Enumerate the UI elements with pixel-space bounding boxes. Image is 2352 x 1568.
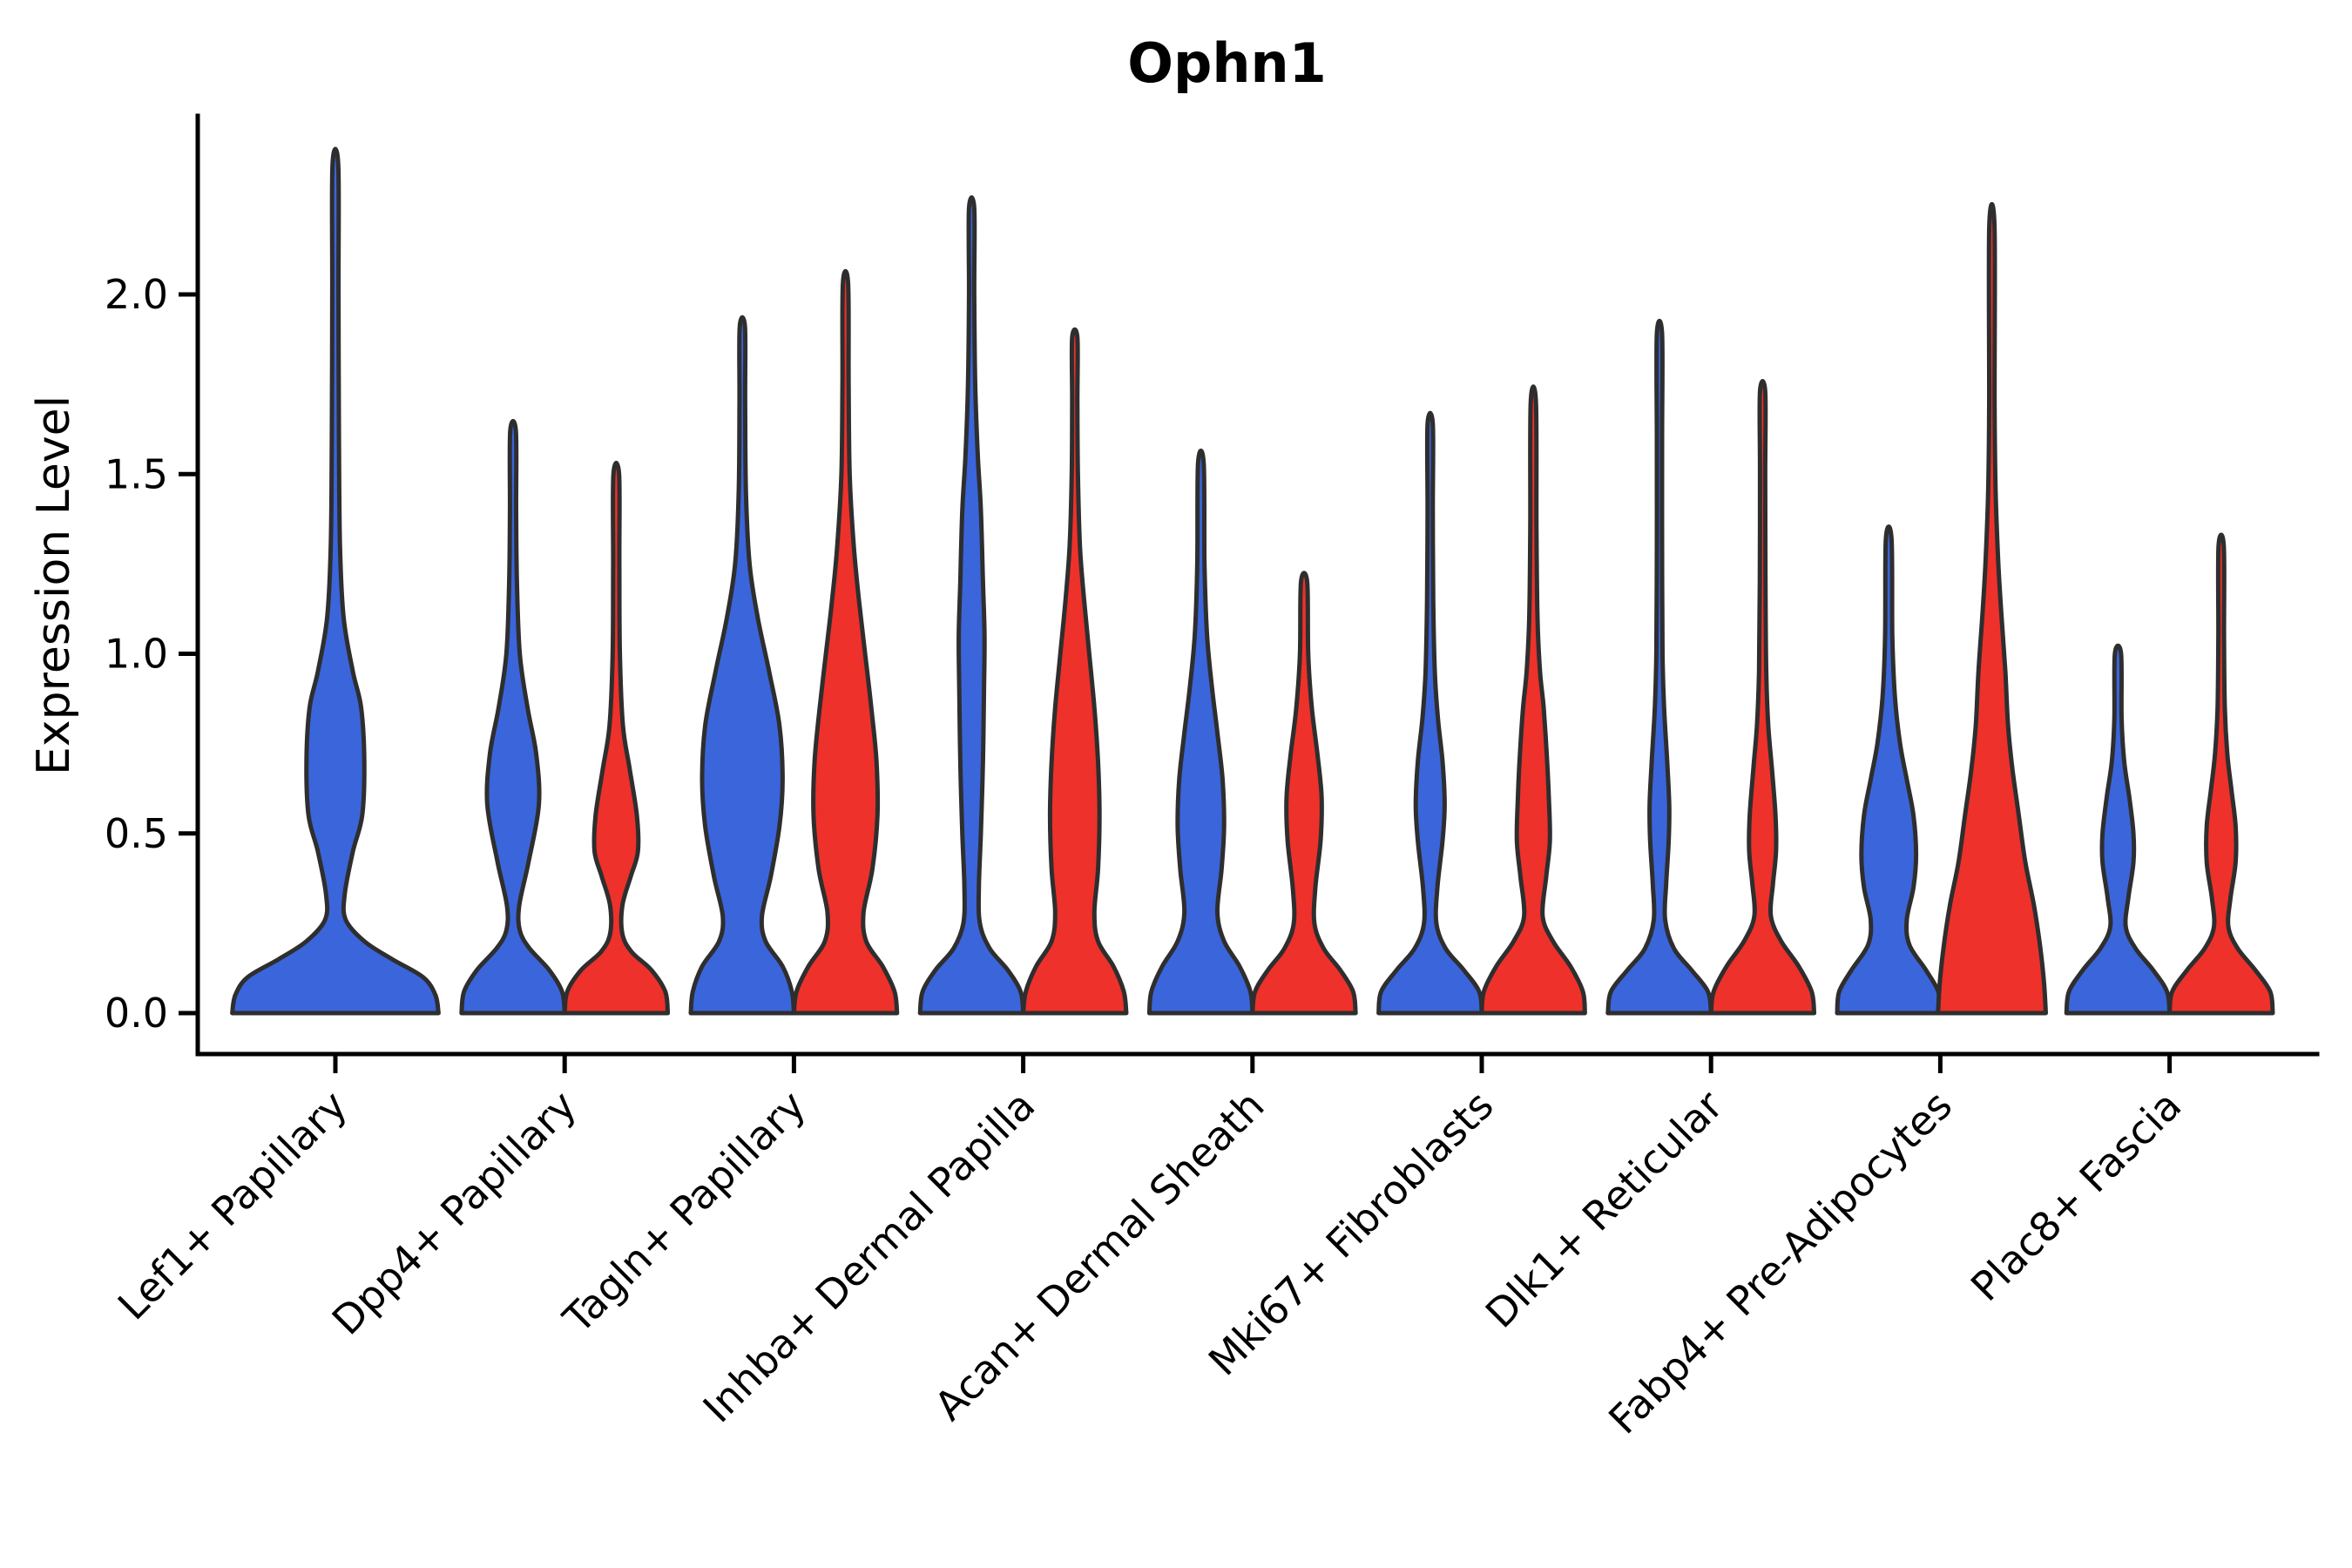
violin-tagln-papillary-red [791,268,900,1016]
violin-dlk1-reticular-blue [1605,318,1713,1016]
violin-dpp4-papillary-blue [459,418,567,1016]
violin-lef1-papillary-blue [230,146,441,1016]
violin-fabp4-pre-adipocytes-blue [1835,524,1943,1016]
y-tick-label: 1.0 [105,631,168,678]
violin-dlk1-reticular-red [1708,379,1817,1016]
violin-mki67-fibroblasts-red [1479,384,1587,1016]
y-axis-label: Expression Level [28,395,80,776]
x-tick-label: Tagln+ Papillary [554,1082,815,1343]
violin-tagln-papillary-blue [688,314,796,1016]
violin-plac8-fascia-red [2167,532,2275,1016]
x-tick-label: Lef1+ Papillary [109,1082,356,1329]
violin-acan-dermal-sheath-blue [1146,448,1255,1016]
violin-fabp4-pre-adipocytes-red [1936,202,2048,1016]
violin-plac8-fascia-blue [2064,643,2173,1016]
y-tick-label: 0.5 [105,810,168,857]
x-tick-label: Dlk1+ Reticular [1477,1082,1732,1337]
chart-title: Ophn1 [1127,31,1327,95]
y-tick-label: 2.0 [105,271,168,318]
violin-dpp4-papillary-red [562,460,671,1016]
y-tick-label: 0.0 [105,990,168,1037]
violin-acan-dermal-sheath-red [1250,571,1358,1016]
violin-inhba-dermal-papilla-red [1021,327,1129,1016]
y-tick-label: 1.5 [105,450,168,497]
x-tick-label: Dpp4+ Papillary [323,1082,585,1344]
x-tick-label: Plac8+ Fascia [1962,1082,2190,1310]
violin-inhba-dermal-papilla-blue [917,195,1026,1016]
violin-mki67-fibroblasts-blue [1376,410,1484,1016]
